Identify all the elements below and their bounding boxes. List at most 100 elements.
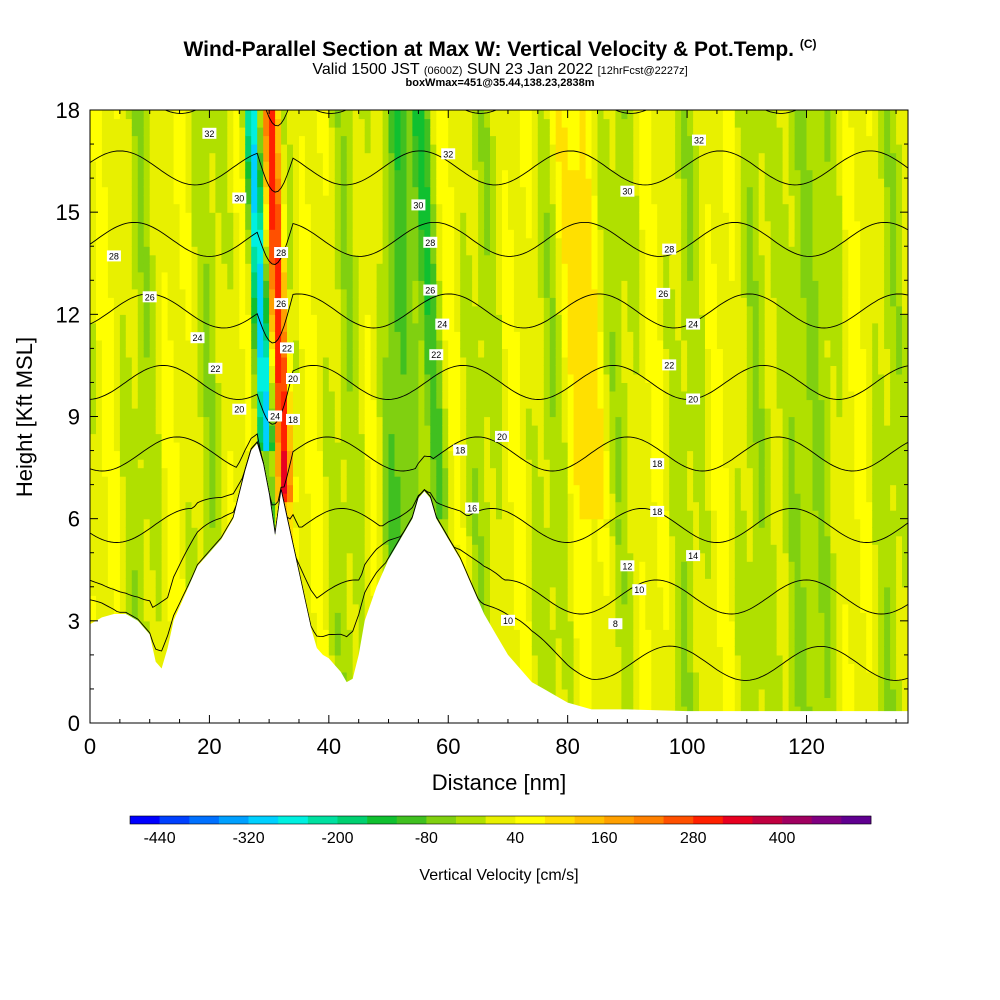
x-tick-label: 60 [436,734,460,759]
x-tick-label: 100 [669,734,706,759]
copyright-mark: (C) [799,37,817,51]
theta-contour-28 [90,0,908,2]
contour-label-text: 32 [443,149,453,159]
contour-label-text: 18 [652,459,662,469]
contour-label: 20 [286,373,300,384]
colorbar-swatch [218,816,249,824]
colorbar-swatch [693,816,724,824]
contour-label-text: 10 [503,616,513,626]
contour-label-text: 20 [497,432,507,442]
contour-label-text: 26 [145,292,155,302]
theta-contour-20 [90,221,908,265]
colorbar-tick-label: 40 [506,830,524,847]
colorbar-tick-label: -200 [321,830,353,847]
colorbar-tick-label: 160 [591,830,618,847]
contour-label-text: 26 [425,286,435,296]
theta-contour-22 [90,150,908,193]
potential-temperature-contours [90,0,908,681]
contour-label-text: 28 [276,248,286,258]
contour-label: 26 [274,298,289,310]
contour-labels: 32 32 32 30 30 30 28 28 28 26 26 26 24 24 24 22 22 22 20 20… [106,127,706,630]
contour-label: 24 [686,318,701,330]
colorbar-tick-label: -320 [233,830,265,847]
contour-label: 28 [274,247,289,258]
contour-label-text: 24 [437,320,447,330]
contour-label: 18 [650,458,665,470]
y-tick-label: 15 [56,200,80,225]
contour-label: 28 [423,236,438,248]
colorbar-swatch [515,816,546,824]
contour-label: 20 [232,403,247,415]
colorbar-tick-label: 280 [680,830,707,847]
contour-label-text: 28 [664,245,674,255]
colorbar-swatch [574,816,605,824]
contour-label: 26 [142,291,157,303]
colorbar-swatch [189,816,220,824]
y-tick-label: 6 [68,507,80,532]
theta-contour-10 [90,441,908,615]
contour-label: 24 [268,410,283,422]
y-tick-label: 9 [68,405,80,430]
contour-label: 22 [208,362,223,374]
theta-contour-8 [90,441,908,681]
theta-contour-24 [164,110,798,127]
contour-label-text: 22 [664,360,674,370]
contour-label: 18 [286,413,300,425]
colorbar-swatch [426,816,457,824]
contour-label: 30 [411,199,426,211]
contour-label: 22 [662,359,677,371]
contour-label-text: 22 [282,343,292,353]
contour-label: 30 [620,185,635,197]
forecast-info: [12hrFcst@2227z] [597,65,688,77]
colorbar-swatch [337,816,368,824]
colorbar-swatch [841,816,872,824]
theta-contour-26 [90,8,908,64]
x-tick-label: 20 [197,734,221,759]
chart-title-main: Wind-Parallel Section at Max W: Vertical… [183,38,794,61]
contour-label: 8 [608,618,623,630]
colorbar-tick-label: -440 [144,830,176,847]
contour-label-text: 20 [234,405,244,415]
colorbar-swatch [456,816,486,824]
colorbar-swatch [811,816,842,824]
x-tick-label: 0 [84,734,96,759]
contour-label-text: 24 [688,320,698,330]
y-axis: 0 3 6 9 12 15 18 [56,98,908,736]
contour-label: 18 [453,444,468,456]
contour-label: 22 [280,342,294,354]
x-axis: 0 20 40 60 80 100 120 [84,110,897,759]
colorbar-swatch [663,816,694,824]
contour-label-text: 22 [431,350,441,360]
valid-zulu: (0600Z) [423,65,463,77]
y-tick-label: 18 [56,98,80,123]
contour-label-text: 30 [622,187,632,197]
box-wmax-info: boxWmax=451@35.44,138.23,2838m [405,77,595,89]
terrain [90,443,908,723]
colorbar-swatch [367,816,398,824]
chart-title: Wind-Parallel Section at Max W: Vertical… [0,37,1000,62]
y-tick-label: 3 [68,609,80,634]
contour-label: 30 [232,192,247,204]
theta-contour-18 [90,293,908,344]
contour-label-text: 18 [652,507,662,517]
contour-label-text: 30 [413,200,423,210]
contour-label: 26 [423,284,438,296]
chart-subtitle: Valid 1500 JST (0600Z) SUN 23 Jan 2022 [… [0,61,1000,79]
contour-label: 14 [686,550,701,562]
colorbar-label: Vertical Velocity [cm/s] [419,867,578,884]
contour-label-text: 18 [455,446,465,456]
y-tick-label: 12 [56,302,80,327]
contour-label-text: 12 [622,561,632,571]
contour-label-text: 24 [192,333,202,343]
contour-label-text: 30 [234,194,244,204]
contour-label: 10 [501,614,515,626]
colorbar-tick-label: -80 [415,830,438,847]
contour-label: 28 [662,243,677,255]
theta-contour-12 [90,441,908,543]
contour-label-text: 26 [658,289,668,299]
contour-label-text: 22 [210,364,220,374]
x-tick-label: 80 [555,734,579,759]
colorbar: -440 -320 -200 -80 40 160 280 400 [129,815,872,847]
colorbar-swatch [752,816,783,824]
x-tick-label: 120 [788,734,825,759]
